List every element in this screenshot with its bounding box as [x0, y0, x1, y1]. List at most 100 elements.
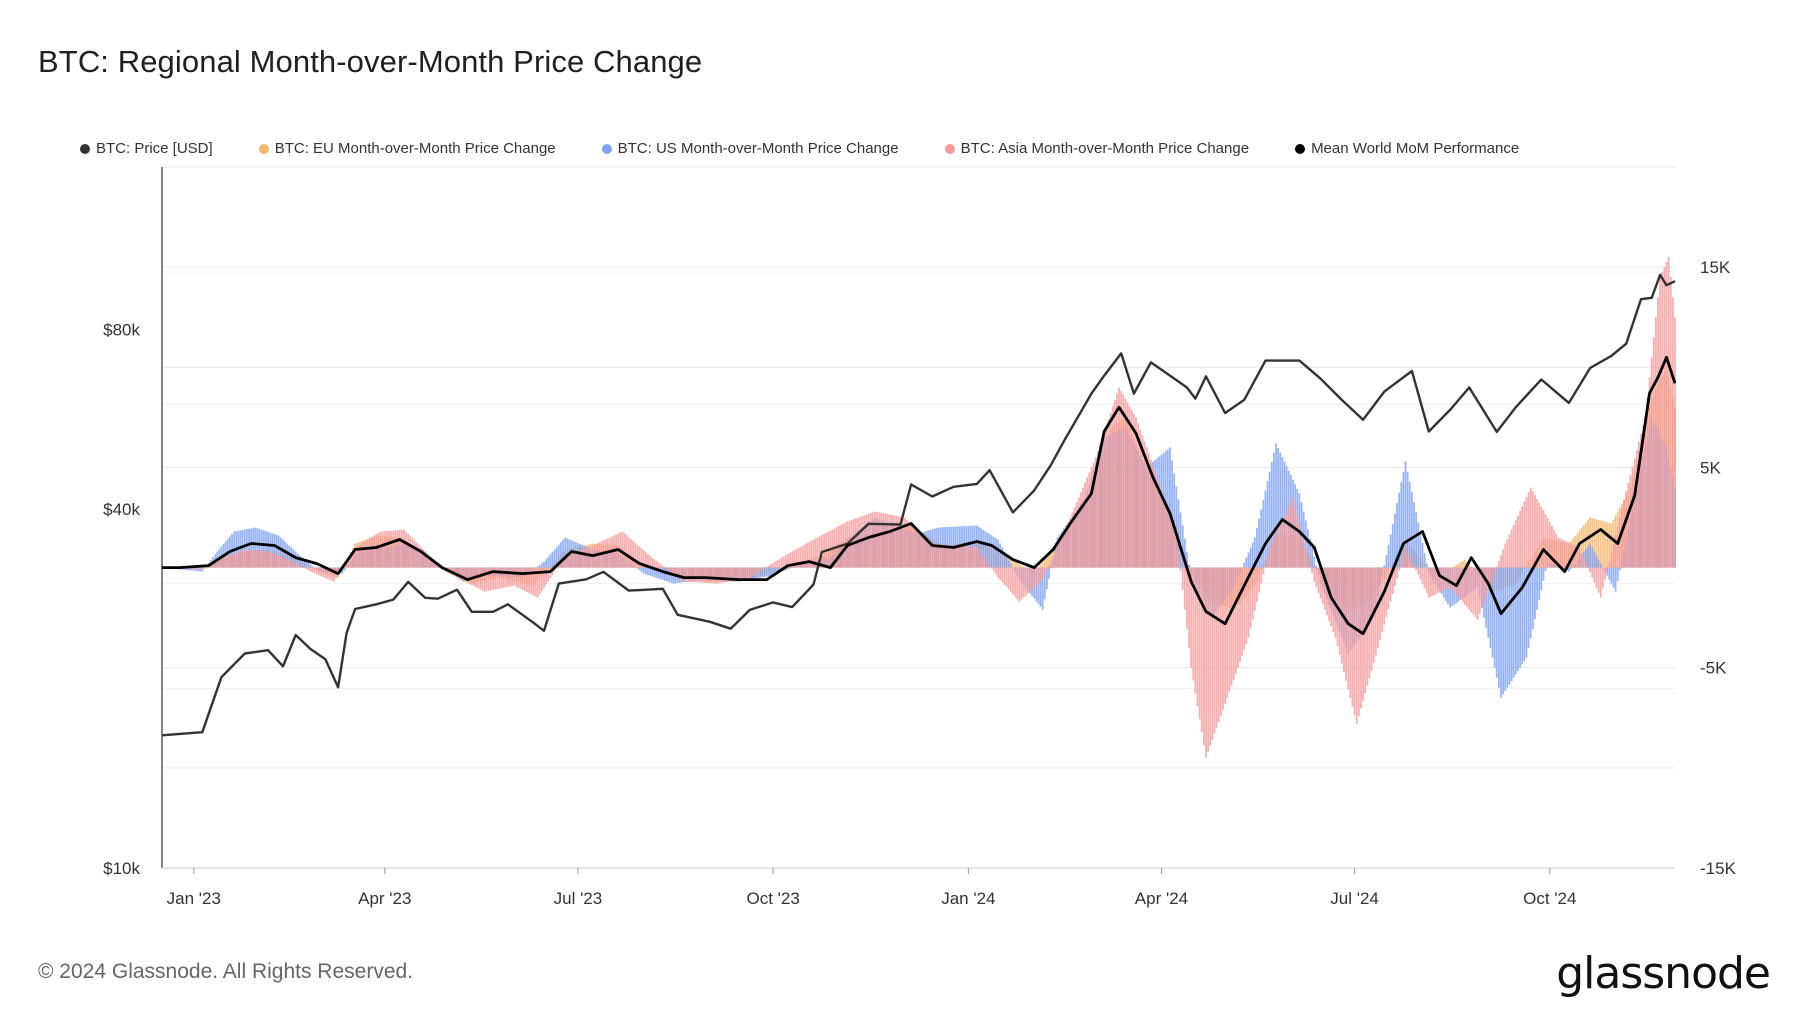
bar	[980, 553, 983, 568]
bar	[1249, 567, 1252, 629]
bar	[1236, 567, 1239, 668]
legend-item[interactable]: BTC: Price [USD]	[80, 140, 213, 157]
bar	[1495, 566, 1498, 568]
bar	[897, 516, 900, 568]
bar	[453, 567, 456, 576]
bar	[910, 523, 912, 568]
bar	[496, 567, 499, 590]
bar	[553, 567, 556, 572]
bar	[332, 567, 335, 582]
bar	[1393, 513, 1396, 568]
bar	[799, 546, 802, 568]
bar	[916, 529, 919, 568]
x-tick-label: Oct '23	[746, 889, 799, 908]
bar	[1502, 549, 1505, 568]
bar	[1149, 459, 1152, 568]
bar	[369, 538, 371, 568]
bar	[1268, 547, 1271, 568]
bar	[761, 567, 764, 578]
bar	[509, 567, 511, 587]
bar	[653, 559, 656, 568]
bar	[481, 567, 484, 591]
bar	[1037, 567, 1040, 605]
bar	[734, 567, 736, 581]
bar	[687, 567, 690, 582]
bar	[1281, 457, 1284, 568]
bar	[1251, 567, 1254, 620]
bar	[642, 567, 645, 574]
bar	[1646, 397, 1649, 568]
bar	[927, 539, 929, 568]
bar	[950, 545, 953, 568]
bar	[1396, 567, 1398, 579]
bar	[545, 559, 547, 568]
bar	[999, 567, 1002, 580]
bar	[1671, 297, 1674, 568]
bar	[358, 544, 361, 568]
bar	[990, 567, 993, 569]
bar	[1400, 562, 1403, 568]
bar	[997, 567, 999, 578]
legend-item[interactable]: BTC: EU Month-over-Month Price Change	[258, 140, 556, 157]
bar	[874, 511, 876, 568]
bar	[978, 550, 980, 568]
bar	[375, 534, 378, 568]
bar	[233, 553, 236, 568]
bar	[748, 567, 751, 578]
bar	[1009, 567, 1012, 593]
bar	[784, 555, 787, 568]
bar	[1565, 541, 1568, 568]
bar	[1347, 567, 1350, 690]
legend-item[interactable]: BTC: Asia Month-over-Month Price Change	[944, 140, 1249, 157]
bar	[791, 567, 794, 569]
bar	[1650, 357, 1653, 568]
bar	[712, 567, 715, 584]
bar	[262, 530, 265, 568]
bar	[1326, 567, 1328, 616]
bar	[621, 531, 624, 568]
bar	[1086, 477, 1089, 568]
bar	[814, 538, 817, 568]
bar	[1512, 567, 1515, 678]
bar	[303, 567, 306, 569]
bar	[1175, 486, 1178, 568]
bar	[1217, 567, 1220, 722]
bar	[269, 552, 272, 568]
bar	[1169, 447, 1171, 568]
bar	[1090, 467, 1093, 568]
bar	[560, 542, 562, 568]
bar	[581, 549, 584, 568]
bar	[460, 567, 463, 580]
bar	[795, 549, 798, 568]
bar	[568, 554, 571, 568]
bar	[1283, 461, 1286, 568]
bar	[1500, 555, 1502, 568]
bar	[1398, 567, 1401, 571]
bar	[666, 567, 668, 569]
bar	[1544, 567, 1547, 572]
bar	[971, 547, 974, 568]
bar	[557, 565, 560, 568]
bar	[638, 546, 641, 568]
bar	[865, 514, 868, 568]
bar	[942, 544, 944, 568]
bar	[891, 514, 893, 568]
bar	[1514, 520, 1517, 568]
bar	[250, 550, 253, 568]
bar	[1048, 552, 1050, 568]
bar	[1031, 567, 1033, 590]
bar	[666, 567, 668, 582]
bar	[1563, 567, 1566, 570]
bar	[288, 559, 291, 568]
bar	[273, 553, 276, 568]
bar	[680, 567, 683, 580]
bar	[428, 555, 431, 568]
bar	[876, 511, 879, 568]
bar	[765, 567, 768, 577]
legend-item[interactable]: BTC: US Month-over-Month Price Change	[601, 140, 899, 157]
legend-item[interactable]: Mean World MoM Performance	[1295, 140, 1519, 157]
bar	[205, 567, 208, 568]
bar	[301, 557, 303, 568]
bar	[1186, 567, 1188, 629]
bar	[1449, 567, 1451, 588]
